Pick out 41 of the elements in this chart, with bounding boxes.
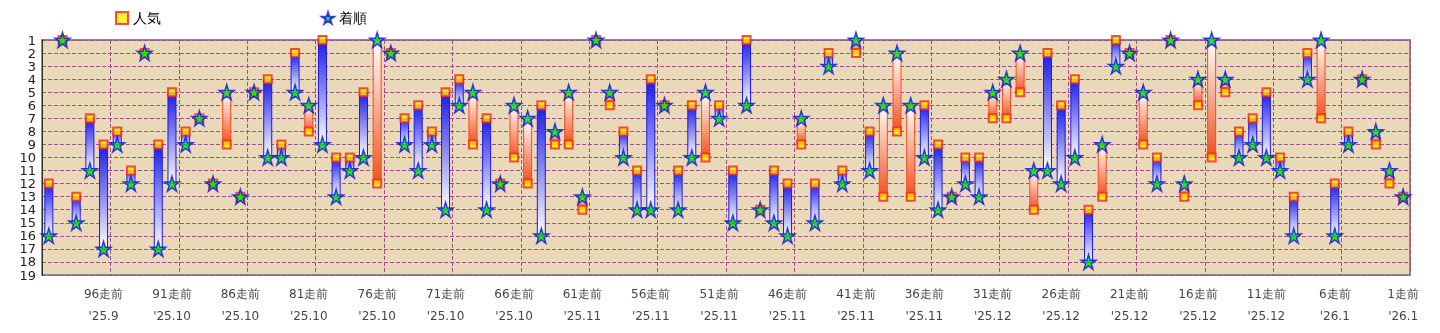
y-tick-label: 15 [19,215,36,231]
x-tick-label: 71走前 '25.10 [425,287,466,323]
legend-label: 着順 [339,10,367,26]
y-tick-label: 11 [19,163,36,179]
x-tick-label: 36走前 '25.11 [904,287,944,323]
x-tick-label: 26走前 '25.12 [1041,287,1081,323]
y-tick-label: 2 [27,45,36,61]
x-tick-label: 76走前 '25.10 [357,287,397,323]
y-tick-label: 1 [27,32,36,48]
y-tick-label: 7 [27,110,36,126]
x-tick-label: 91走前 '25.10 [152,287,192,323]
y-tick-label: 9 [27,136,36,152]
x-tick-label: 86走前 '25.10 [220,287,260,323]
x-tick-label: 51走前 '25.11 [699,287,739,323]
y-tick-label: 10 [19,150,36,165]
y-tick-label: 19 [19,267,36,283]
x-tick-label: 66走前 '25.10 [494,287,534,323]
y-tick-label: 14 [19,202,36,218]
x-tick-label: 96走前 '25.9 [83,287,124,323]
y-tick-label: 3 [27,58,36,74]
y-tick-label: 4 [27,71,36,87]
x-tick-label: 46走前 '25.11 [767,287,808,323]
x-tick-label: 31走前 '25.12 [973,287,1013,323]
y-tick-label: 17 [19,241,36,257]
y-tick-label: 18 [19,254,36,270]
x-tick-label: 41走前 '25.11 [836,287,876,323]
y-tick-label: 13 [19,189,36,205]
x-tick-label: 81走前 '25.10 [289,287,329,323]
y-tick-label: 12 [19,176,36,192]
x-tick-label: 6走前 '26.1 [1318,287,1351,323]
x-tick-label: 11走前 '25.12 [1246,287,1286,323]
y-tick-label: 5 [27,84,36,100]
x-tick-label: 1走前 '26.1 [1387,287,1419,323]
y-tick-label: 16 [19,228,36,244]
legend-label: 人気 [133,10,161,26]
x-tick-label: 61走前 '25.11 [562,287,602,323]
y-tick-label: 6 [27,97,36,113]
x-tick-label: 16走前 '25.12 [1178,287,1218,323]
x-tick-label: 56走前 '25.11 [631,287,671,323]
y-tick-label: 8 [27,123,36,139]
x-tick-label: 21走前 '25.12 [1109,287,1150,323]
